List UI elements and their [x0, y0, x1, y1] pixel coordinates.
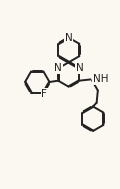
- Text: N: N: [54, 63, 62, 73]
- Text: N: N: [65, 33, 73, 43]
- Text: F: F: [41, 89, 47, 99]
- Text: NH: NH: [93, 74, 108, 84]
- Text: N: N: [75, 63, 83, 73]
